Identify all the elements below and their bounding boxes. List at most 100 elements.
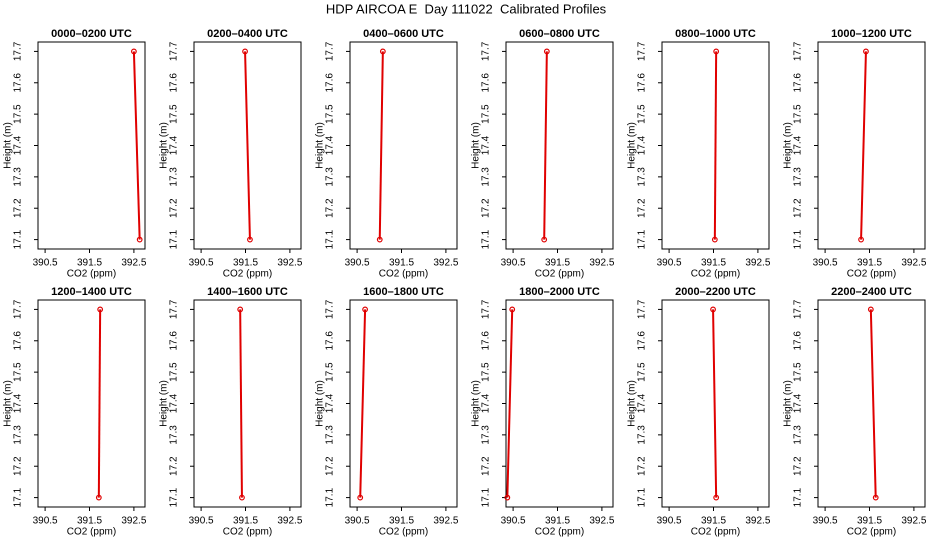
y-tick-label: 17.3: [637, 425, 648, 445]
data-point: [711, 236, 718, 243]
y-tick-label: 17.4: [169, 135, 180, 155]
data-point: [710, 306, 716, 313]
x-tick-label: 390.5: [33, 516, 58, 527]
y-axis-label: Height (m): [627, 122, 638, 169]
x-tick-label: 391.5: [545, 258, 570, 269]
data-point: [247, 236, 253, 243]
x-axis-label: CO2 (ppm): [847, 269, 896, 280]
x-axis-label: CO2 (ppm): [691, 527, 740, 538]
y-tick-label: 17.2: [793, 456, 804, 476]
profile-line: [869, 309, 877, 498]
x-tick-label: 390.5: [33, 258, 58, 269]
data-point: [237, 306, 244, 313]
y-tick-label: 17.6: [637, 331, 648, 351]
y-tick-label: 17.1: [637, 487, 648, 507]
x-tick-label: 391.5: [389, 516, 414, 527]
profile-line: [543, 51, 548, 240]
y-tick-label: 17.2: [325, 198, 336, 218]
x-tick-label: 392.5: [901, 516, 926, 527]
y-tick-label: 17.6: [793, 73, 804, 93]
panel-title: 1000–1200 UTC: [831, 28, 912, 40]
data-point: [541, 236, 548, 243]
y-tick-label: 17.5: [637, 104, 648, 124]
y-tick-label: 17.6: [325, 73, 336, 93]
x-tick-label: 391.5: [701, 258, 726, 269]
y-tick-label: 17.1: [793, 487, 804, 507]
profile-line: [97, 309, 102, 498]
y-tick-label: 17.7: [325, 41, 336, 61]
data-point: [867, 306, 874, 313]
panel-title: 0000–0200 UTC: [51, 28, 132, 40]
x-tick-label: 390.5: [345, 516, 370, 527]
y-tick-label: 17.4: [169, 393, 180, 413]
y-tick-label: 17.5: [13, 104, 24, 124]
data-point: [509, 306, 516, 313]
y-tick-label: 17.1: [325, 487, 336, 507]
y-tick-label: 17.1: [13, 487, 24, 507]
data-point: [131, 48, 137, 55]
data-point: [362, 306, 368, 313]
chart-title: HDP AIRCOA E Day 111022 Calibrated Profi…: [326, 1, 607, 16]
y-axis-label: Height (m): [783, 122, 794, 169]
x-tick-label: 392.5: [433, 258, 458, 269]
y-tick-label: 17.3: [169, 425, 180, 445]
plot-frame: [505, 299, 614, 508]
data-point: [239, 494, 245, 501]
y-tick-label: 17.3: [793, 167, 804, 187]
y-tick-label: 17.7: [637, 41, 648, 61]
x-tick-label: 392.5: [901, 258, 926, 269]
profile-line: [378, 51, 384, 240]
y-tick-label: 17.6: [13, 73, 24, 93]
x-tick-label: 390.5: [189, 516, 214, 527]
x-tick-label: 392.5: [589, 516, 614, 527]
y-tick-label: 17.4: [325, 135, 336, 155]
data-point: [95, 494, 102, 501]
y-axis-label: Height (m): [627, 380, 638, 427]
y-tick-label: 17.1: [169, 229, 180, 249]
y-tick-label: 17.6: [481, 73, 492, 93]
x-tick-label: 391.5: [857, 516, 882, 527]
y-tick-label: 17.5: [481, 362, 492, 382]
y-tick-label: 17.7: [13, 299, 24, 319]
y-tick-label: 17.5: [325, 104, 336, 124]
data-point: [504, 494, 511, 501]
y-tick-label: 17.6: [13, 331, 24, 351]
x-tick-label: 392.5: [121, 258, 146, 269]
y-tick-label: 17.2: [481, 198, 492, 218]
x-tick-label: 392.5: [745, 258, 770, 269]
y-tick-label: 17.3: [325, 167, 336, 187]
plot-frame: [349, 299, 458, 508]
x-axis-label: CO2 (ppm): [223, 527, 272, 538]
panel-title: 0600–0800 UTC: [519, 28, 600, 40]
profile-line: [359, 309, 367, 498]
y-tick-label: 17.1: [325, 229, 336, 249]
y-tick-label: 17.7: [325, 299, 336, 319]
y-tick-label: 17.5: [793, 362, 804, 382]
x-tick-label: 392.5: [745, 516, 770, 527]
x-tick-label: 391.5: [701, 516, 726, 527]
x-axis-label: CO2 (ppm): [379, 269, 428, 280]
y-tick-label: 17.2: [169, 198, 180, 218]
y-tick-label: 17.1: [481, 487, 492, 507]
y-tick-label: 17.5: [325, 362, 336, 382]
y-axis-label: Height (m): [3, 122, 14, 169]
y-tick-label: 17.4: [637, 135, 648, 155]
x-tick-label: 391.5: [233, 516, 258, 527]
y-tick-label: 17.4: [481, 393, 492, 413]
y-axis-label: Height (m): [315, 380, 326, 427]
y-tick-label: 17.1: [169, 487, 180, 507]
y-tick-label: 17.2: [13, 198, 24, 218]
y-tick-label: 17.2: [637, 198, 648, 218]
x-tick-label: 390.5: [657, 258, 682, 269]
profile-line: [506, 309, 514, 498]
y-tick-label: 17.1: [637, 229, 648, 249]
x-tick-label: 391.5: [77, 516, 102, 527]
data-point: [872, 494, 879, 501]
x-axis-label: CO2 (ppm): [535, 269, 584, 280]
y-axis-label: Height (m): [471, 122, 482, 169]
x-axis-label: CO2 (ppm): [67, 269, 116, 280]
y-axis-label: Height (m): [3, 380, 14, 427]
panel-title: 1800–2000 UTC: [519, 286, 600, 298]
